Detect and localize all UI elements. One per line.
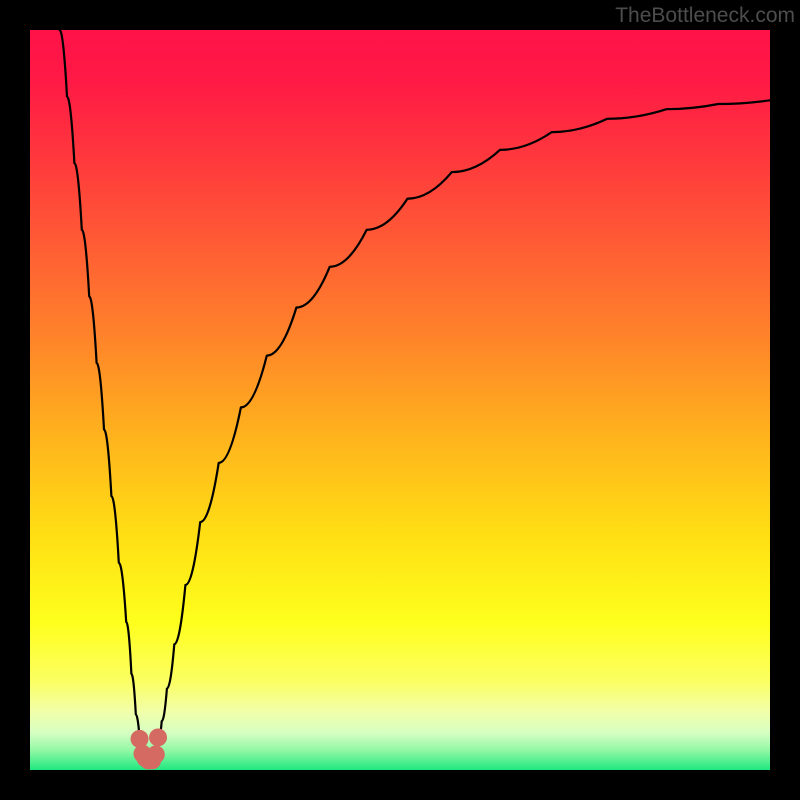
minimum-marker xyxy=(149,728,167,746)
watermark-text: TheBottleneck.com xyxy=(615,4,795,27)
chart-svg: TheBottleneck.com xyxy=(0,0,800,800)
frame-right xyxy=(770,0,800,800)
minimum-marker xyxy=(131,730,149,748)
frame-left xyxy=(0,0,30,800)
plot-background xyxy=(30,30,770,770)
bottleneck-chart: TheBottleneck.com xyxy=(0,0,800,800)
minimum-marker xyxy=(147,745,165,763)
frame-bottom xyxy=(0,770,800,800)
